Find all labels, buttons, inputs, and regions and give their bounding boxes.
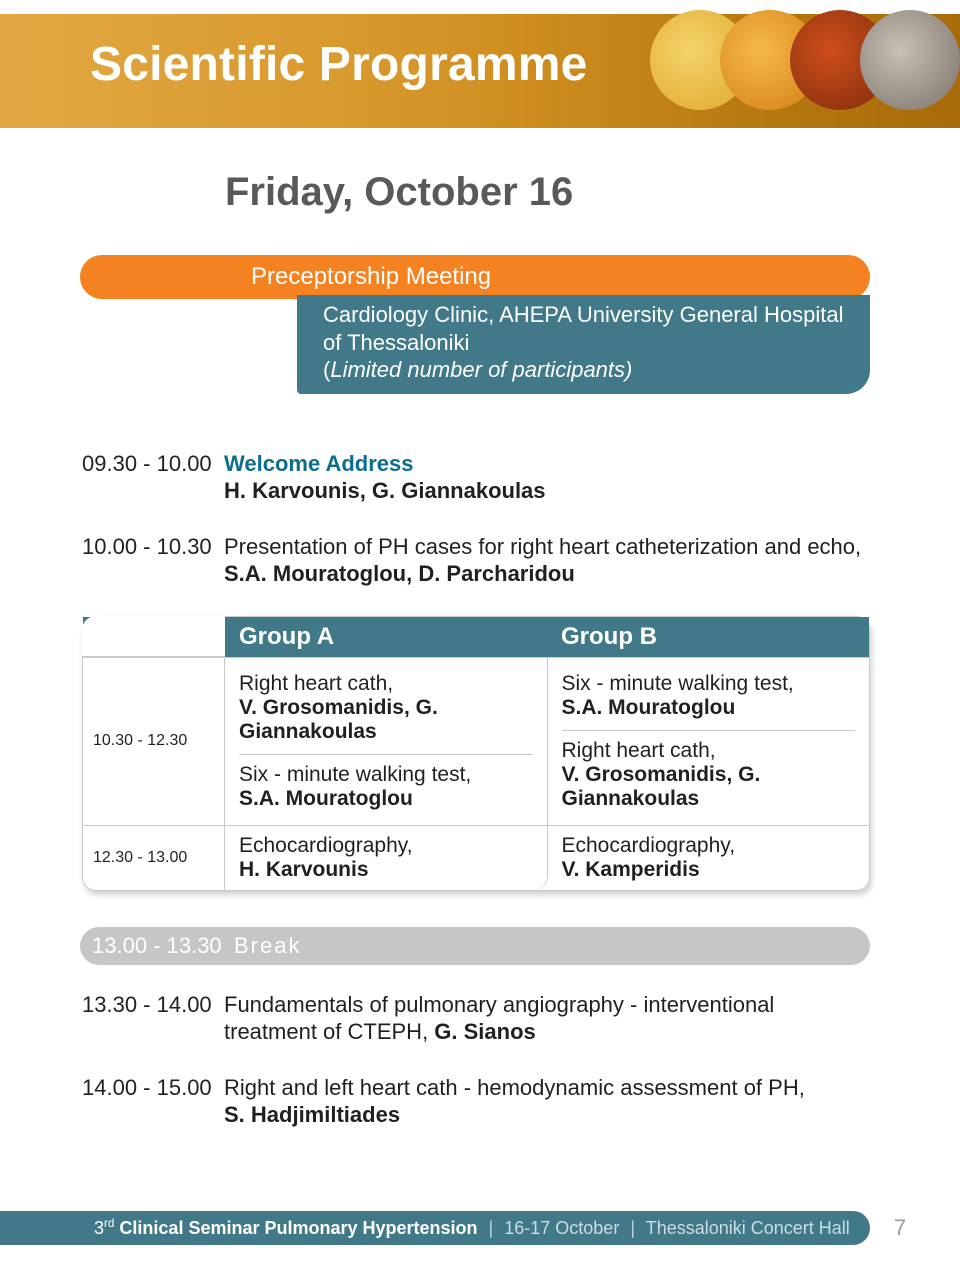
session-title: Right heart cath, <box>562 739 856 763</box>
session-speakers: H. Karvounis <box>239 858 533 882</box>
group-b-header: Group B <box>547 617 869 657</box>
footer-dates: 16-17 October <box>504 1218 619 1238</box>
session-title: Echocardiography, <box>239 834 533 858</box>
group-b-cell: Six - minute walking test, S.A. Mouratog… <box>548 658 870 825</box>
session-text: Right and left heart cath - hemodynamic … <box>224 1074 870 1102</box>
header-band: Scientific Programme <box>0 0 960 128</box>
session-title: Echocardiography, <box>562 834 856 858</box>
session-speakers: S.A. Mouratoglou <box>562 696 856 720</box>
time: 14.00 - 15.00 <box>82 1074 224 1129</box>
break-time: 13.00 - 13.30 <box>92 933 234 959</box>
session-speaker: S. Hadjimiltiades <box>224 1101 870 1129</box>
session: Right heart cath, V. Grosomanidis, G. Gi… <box>562 730 856 817</box>
group-a-header: Group A <box>225 617 547 657</box>
session-body: Welcome Address H. Karvounis, G. Giannak… <box>224 450 870 505</box>
schedule-row: 14.00 - 15.00 Right and left heart cath … <box>82 1074 870 1129</box>
decor-circle <box>860 10 960 110</box>
session: Six - minute walking test, S.A. Mouratog… <box>239 754 533 817</box>
footer-sep: | <box>624 1218 641 1238</box>
group-table: Group A Group B 10.30 - 12.30 Right hear… <box>82 616 870 891</box>
session-title: Presentation of PH cases for right heart… <box>224 533 870 561</box>
time: 10.00 - 10.30 <box>82 533 224 588</box>
footer-venue: Thessaloniki Concert Hall <box>646 1218 850 1238</box>
preceptorship-label-bar: Preceptorship Meeting <box>80 255 870 299</box>
session: Right heart cath, V. Grosomanidis, G. Gi… <box>239 666 533 750</box>
schedule-block-after: 13.30 - 14.00 Fundamentals of pulmonary … <box>82 991 870 1129</box>
header-decor <box>680 10 960 110</box>
page-number: 7 <box>870 1215 906 1241</box>
session-speakers: S.A. Mouratoglou <box>239 787 533 811</box>
preceptorship-note: (Limited number of participants) <box>323 356 852 384</box>
session-body: Fundamentals of pulmonary angiography - … <box>224 991 870 1046</box>
time: 12.30 - 13.00 <box>83 826 225 890</box>
schedule-row: 10.00 - 10.30 Presentation of PH cases f… <box>82 533 870 588</box>
session-speakers: V. Grosomanidis, G. Giannakoulas <box>562 763 856 811</box>
session-speakers: V. Grosomanidis, G. Giannakoulas <box>239 696 533 744</box>
schedule-row: 09.30 - 10.00 Welcome Address H. Karvoun… <box>82 450 870 505</box>
break-label: Break <box>234 933 301 959</box>
preceptorship-block: Preceptorship Meeting Cardiology Clinic,… <box>80 255 870 394</box>
preceptorship-label: Preceptorship Meeting <box>251 263 852 291</box>
session-speakers: H. Karvounis, G. Giannakoulas <box>224 477 870 505</box>
preceptorship-venue-box: Cardiology Clinic, AHEPA University Gene… <box>297 295 870 394</box>
footer: 3rd Clinical Seminar Pulmonary Hypertens… <box>0 1211 960 1245</box>
group-header-spacer <box>83 617 225 657</box>
footer-sep: | <box>483 1218 500 1238</box>
footer-ord-sup: rd <box>104 1217 114 1230</box>
break-bar: 13.00 - 13.30 Break <box>80 927 870 965</box>
time: 13.30 - 14.00 <box>82 991 224 1046</box>
session-speaker: G. Sianos <box>434 1019 535 1044</box>
session: Six - minute walking test, S.A. Mouratog… <box>562 666 856 726</box>
session-title: Six - minute walking test, <box>239 763 533 787</box>
footer-bar: 3rd Clinical Seminar Pulmonary Hypertens… <box>0 1211 870 1245</box>
group-a-cell: Echocardiography, H. Karvounis <box>225 826 548 890</box>
schedule-block: 09.30 - 10.00 Welcome Address H. Karvoun… <box>82 450 870 588</box>
session-title: Welcome Address <box>224 450 870 478</box>
session-speakers: S.A. Mouratoglou, D. Parcharidou <box>224 560 870 588</box>
group-header-row: Group A Group B <box>83 617 869 657</box>
table-row: 12.30 - 13.00 Echocardiography, H. Karvo… <box>83 825 869 890</box>
session-body: Presentation of PH cases for right heart… <box>224 533 870 588</box>
session-title: Right heart cath, <box>239 672 533 696</box>
session-body: Right and left heart cath - hemodynamic … <box>224 1074 870 1129</box>
preceptorship-venue: Cardiology Clinic, AHEPA University Gene… <box>323 301 852 356</box>
page-title: Scientific Programme <box>0 37 588 92</box>
table-row: 10.30 - 12.30 Right heart cath, V. Groso… <box>83 657 869 825</box>
group-b-cell: Echocardiography, V. Kamperidis <box>548 826 870 890</box>
session-speakers: V. Kamperidis <box>562 858 856 882</box>
time: 09.30 - 10.00 <box>82 450 224 505</box>
time: 10.30 - 12.30 <box>83 658 225 825</box>
day-heading: Friday, October 16 <box>225 170 960 215</box>
schedule-row: 13.30 - 14.00 Fundamentals of pulmonary … <box>82 991 870 1046</box>
session-title: Six - minute walking test, <box>562 672 856 696</box>
footer-title: Clinical Seminar Pulmonary Hypertension <box>114 1218 477 1238</box>
footer-ord: 3 <box>94 1218 104 1238</box>
group-a-cell: Right heart cath, V. Grosomanidis, G. Gi… <box>225 658 548 825</box>
